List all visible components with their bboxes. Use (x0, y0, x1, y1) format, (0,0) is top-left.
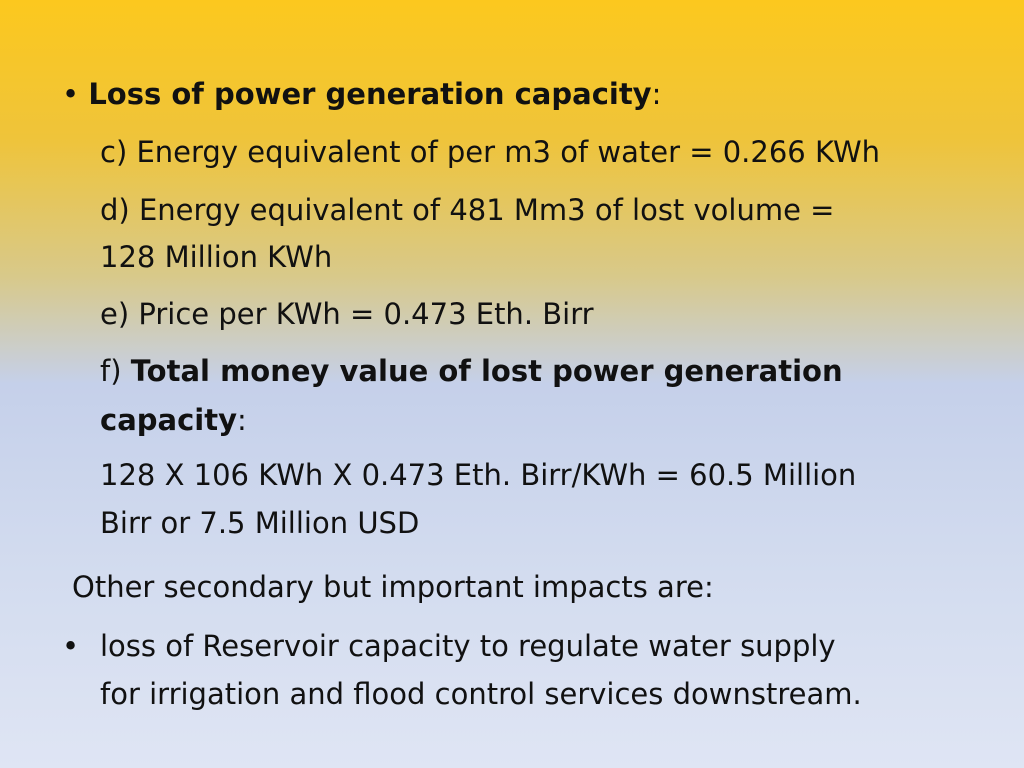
secondary-line1: loss of Reservoir capacity to regulate w… (100, 629, 836, 663)
secondary-intro: Other secondary but important impacts ar… (72, 570, 714, 604)
item-d-line1: d) Energy equivalent of 481 Mm3 of lost … (100, 193, 835, 227)
secondary-bullet: • (62, 629, 80, 663)
calc-line1: 128 X 106 KWh X 0.473 Eth. Birr/KWh = 60… (100, 458, 857, 492)
item-c: c) Energy equivalent of per m3 of water … (100, 135, 880, 169)
item-f-line2: capacity: (100, 396, 247, 444)
item-f-prefix: f) (100, 354, 131, 388)
item-f-title-cont: capacity (100, 403, 237, 437)
secondary-line2: for irrigation and flood control service… (100, 677, 862, 711)
heading-colon: : (651, 77, 662, 111)
calc-line2: Birr or 7.5 Million USD (100, 506, 420, 540)
item-d-line2: 128 Million KWh (100, 240, 333, 274)
heading-title: Loss of power generation capacity (88, 77, 652, 111)
heading-bullet: • (62, 77, 80, 111)
item-f-title: Total money value of lost power generati… (130, 354, 843, 388)
item-f-colon: : (237, 403, 247, 437)
item-f-line1: f) Total money value of lost power gener… (100, 347, 843, 395)
item-e: e) Price per KWh = 0.473 Eth. Birr (100, 297, 594, 331)
heading: • Loss of power generation capacity: (62, 70, 661, 118)
